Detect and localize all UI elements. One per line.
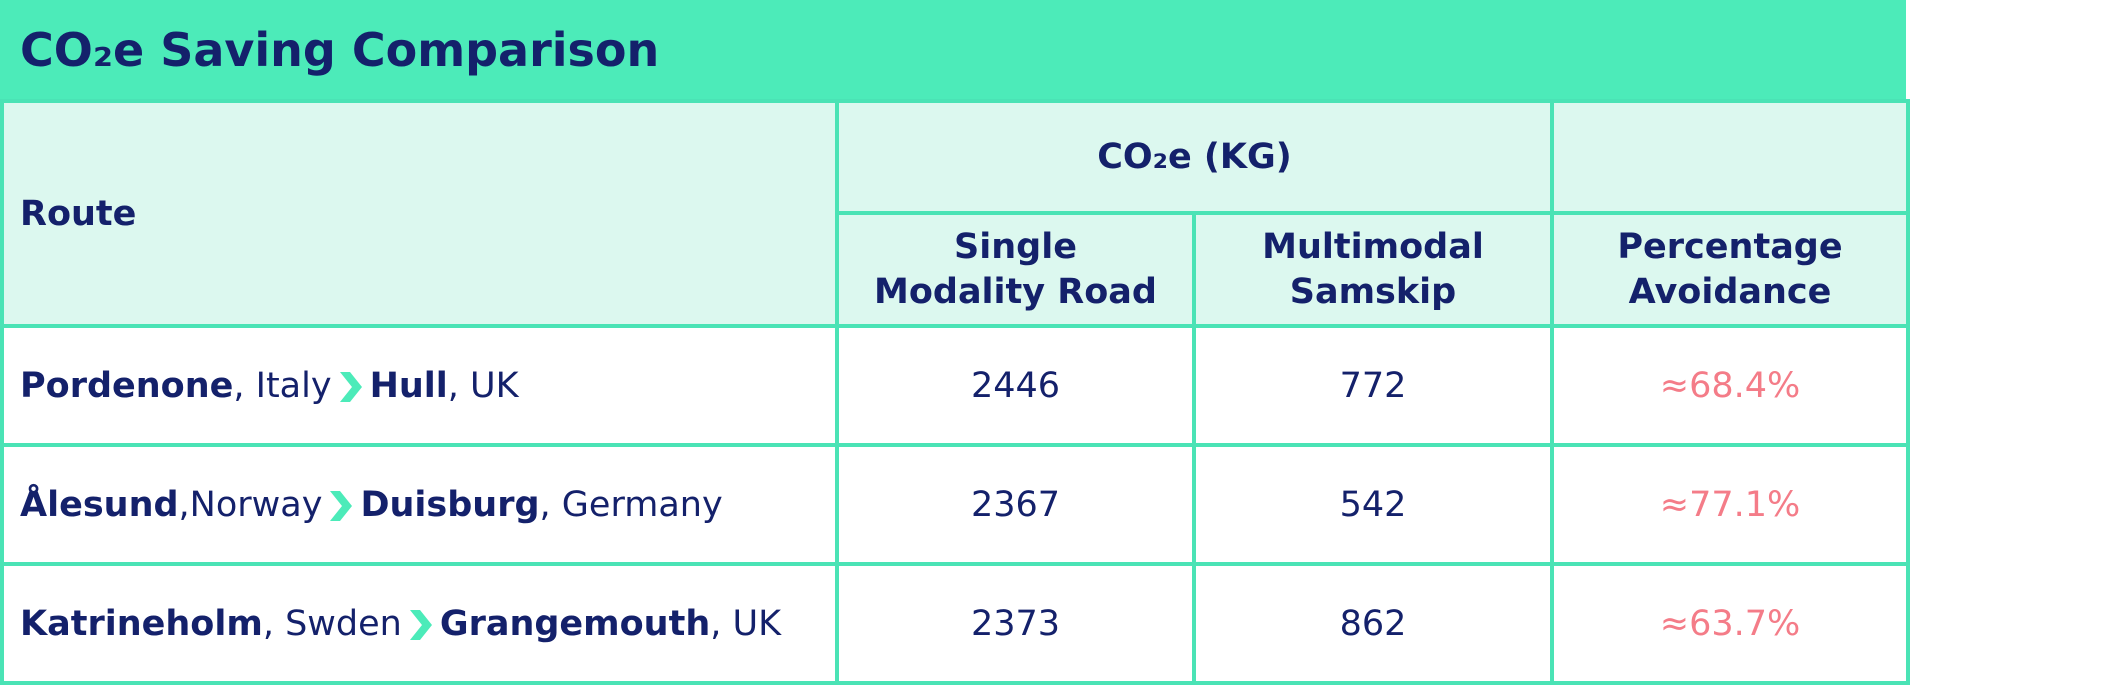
destination-country: , Germany — [539, 484, 723, 525]
column-header-text: Single Modality Road — [874, 226, 1157, 312]
percentage-value: ≈77.1% — [1550, 443, 1911, 566]
column-header-text: Multimodal Samskip — [1262, 226, 1484, 312]
origin-city: Ålesund — [20, 484, 179, 525]
route-cell: Ålesund,Norway Duisburg, Germany — [0, 443, 839, 566]
destination-country: , UK — [710, 603, 782, 644]
column-header: Percentage Avoidance — [1550, 211, 1911, 328]
multimodal-value: 542 — [1191, 443, 1555, 566]
table-row: Pordenone, Italy Hull, UK 2446 772 ≈68.4% — [0, 324, 1911, 447]
table-body: Pordenone, Italy Hull, UK 2446 772 ≈68.4% Åle… — [0, 324, 1911, 685]
arrow-icon — [409, 609, 432, 640]
single-modality-value: 2373 — [835, 562, 1196, 685]
percentage-value: ≈68.4% — [1550, 324, 1911, 447]
column-header: Route — [0, 99, 839, 328]
origin-country: , Swden — [262, 603, 402, 644]
origin-country: ,Norway — [178, 484, 323, 525]
comparison-card: CO₂e Saving Comparison Route CO₂e (KG) S… — [0, 0, 1911, 685]
arrow-icon — [330, 490, 353, 521]
empty-header — [1550, 99, 1911, 215]
column-header: Single Modality Road — [835, 211, 1196, 328]
table-row: Ålesund,Norway Duisburg, Germany 2367 542 ≈7… — [0, 443, 1911, 566]
column-header-text: Percentage Avoidance — [1617, 226, 1843, 312]
column-header: Multimodal Samskip — [1191, 211, 1555, 328]
comparison-table: Route CO₂e (KG) Single Modality Road Mul… — [0, 99, 1911, 685]
group-header: CO₂e (KG) — [834, 99, 1555, 215]
destination-city: Hull — [369, 365, 448, 406]
arrow-icon — [339, 371, 362, 402]
destination-country: , UK — [447, 365, 519, 406]
multimodal-value: 772 — [1191, 324, 1555, 447]
title: CO₂e Saving Comparison — [0, 0, 1906, 99]
route-cell: Pordenone, Italy Hull, UK — [0, 324, 839, 447]
single-modality-value: 2367 — [835, 443, 1196, 566]
single-modality-value: 2446 — [835, 324, 1196, 447]
origin-city: Pordenone — [20, 365, 234, 406]
destination-city: Duisburg — [360, 484, 540, 525]
route-cell: Katrineholm, Swden Grangemouth, UK — [0, 562, 839, 685]
origin-city: Katrineholm — [20, 603, 263, 644]
origin-country: , Italy — [233, 365, 332, 406]
table-row: Katrineholm, Swden Grangemouth, UK 2373 862… — [0, 562, 1911, 685]
multimodal-value: 862 — [1191, 562, 1555, 685]
percentage-value: ≈63.7% — [1550, 562, 1911, 685]
destination-city: Grangemouth — [439, 603, 711, 644]
